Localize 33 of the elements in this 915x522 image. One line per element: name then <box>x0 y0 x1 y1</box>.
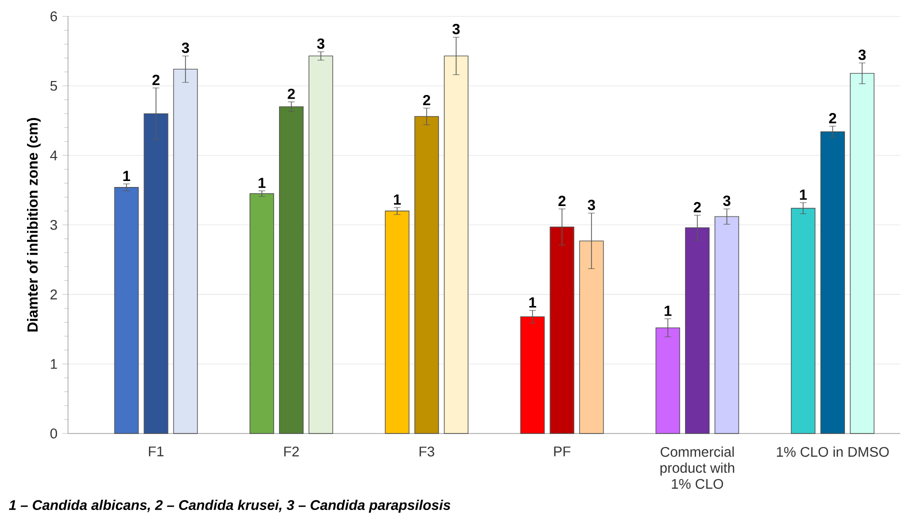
text: 2 <box>694 202 701 212</box>
y-axis-title: Diamter of inhibition zone (cm) <box>27 118 41 332</box>
y-tick-label: 5 <box>50 81 58 91</box>
text: 1 – Candida albicans, 2 – Candida krusei, 3 – Candida parapsilosis <box>8 500 450 514</box>
text: 1 <box>123 171 130 182</box>
y-tick-label: 3 <box>50 220 58 230</box>
text: 1 <box>394 194 401 205</box>
x-tick-label: PF <box>554 446 570 456</box>
y-tick-label: 2 <box>50 290 57 300</box>
x-tick-label: Commercial product with 1% CLO <box>660 446 734 490</box>
y-tick-label: 1 <box>50 359 57 370</box>
series-label: 3 <box>317 38 324 50</box>
text: 2 <box>829 113 836 124</box>
x-tick-label: F3 <box>420 446 434 457</box>
text: 2 <box>423 95 430 106</box>
text: 3 <box>452 24 460 34</box>
text: 1 <box>664 306 672 316</box>
y-tick-label: 6 <box>50 12 58 22</box>
text: 2 <box>558 196 566 206</box>
x-tick-label: 1% CLO in DMSO <box>776 446 889 458</box>
text: 1 <box>800 190 807 200</box>
series-label: 2 <box>288 88 295 100</box>
text: 3 <box>723 196 730 206</box>
y-tick-label: 4 <box>50 150 58 160</box>
x-tick-label: F2 <box>284 446 299 457</box>
text: 3 <box>182 42 190 54</box>
text: 1 <box>529 298 536 308</box>
text: 2 <box>152 75 160 86</box>
y-tick-label: 0 <box>50 428 58 439</box>
series-label: 1 <box>258 178 266 188</box>
text: 3 <box>588 200 596 210</box>
text: 3 <box>858 50 866 60</box>
x-tick-label: F1 <box>148 446 164 456</box>
